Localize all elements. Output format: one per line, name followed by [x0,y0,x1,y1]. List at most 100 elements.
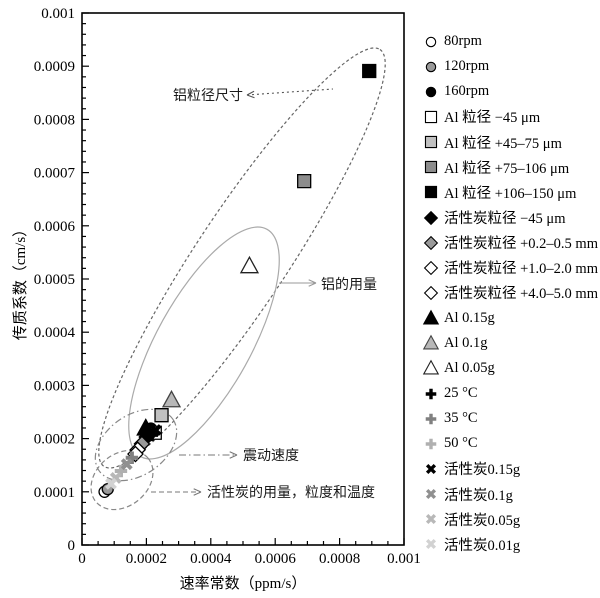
x-axis-tick-label: 0.001 [387,551,421,567]
annotation-arrowhead [246,90,255,96]
legend-item-label: Al 粒径 +106–150 μm [444,185,577,202]
legend-item-label: 活性炭0.01g [444,537,521,554]
legend-item: 活性炭0.15g [421,456,600,481]
legend-item: Al 粒径 +75–106 μm [421,155,600,180]
y-axis-tick-label: 0.0006 [34,219,76,235]
legend-item: 80rpm [421,29,600,54]
data-point [239,255,260,274]
legend-item: Al 粒径 +106–150 μm [421,180,600,205]
annotation-label: 震动速度 [243,448,299,464]
data-point [149,424,162,437]
legend-marker-icon [422,334,440,350]
y-axis-tick-label: 0 [68,538,76,554]
y-axis-tick-label: 0.0005 [34,272,75,288]
legend-item-label: Al 粒径 +75–106 μm [444,160,570,177]
legend-item: 活性炭粒径 +0.2–0.5 mm [421,230,600,255]
legend-item-label: 80rpm [444,33,482,50]
x-axis-tick-label: 0 [78,551,86,567]
annotation-arrowhead [229,451,238,456]
annotation-label: 铝的用量 [321,277,377,293]
annotation-arrowhead [308,279,317,284]
legend-item-label: Al 粒径 −45 μm [444,110,541,127]
legend-item: 活性炭粒径 −45 μm [421,205,600,230]
data-point [125,451,139,464]
legend-item-label: Al 0.1g [444,334,488,351]
legend: 80rpm 120rpm 160rpm Al 粒径 −45 μm Al 粒径 +45–7… [421,29,600,557]
legend-marker-icon [425,413,437,424]
legend-item-label: 活性炭粒径 −45 μm [444,211,566,228]
y-axis-tick-label: 0.0001 [34,485,75,501]
legend-marker-icon [425,489,437,500]
legend-marker-icon [423,260,439,275]
annotation-arrowhead [229,454,238,459]
legend-marker-icon [424,186,438,199]
legend-marker-icon [425,86,437,98]
legend-item-label: Al 0.05g [444,359,495,376]
legend-item-label: 160rpm [444,83,490,100]
legend-item: Al 0.15g [421,306,600,331]
data-point [154,408,169,423]
legend-marker-icon [425,463,437,475]
legend-marker-icon [423,235,439,250]
legend-marker-icon [424,136,438,149]
annotation-arrowhead [308,282,317,287]
legend-item: 160rpm [421,79,600,104]
y-axis-title: 传质系数（cm/s） [13,221,29,341]
data-point [120,458,133,471]
legend-marker-icon [423,285,439,301]
legend-marker-icon [422,309,440,325]
legend-item-label: 25 °C [444,385,478,402]
legend-marker-icon [425,514,437,525]
data-point [297,173,312,189]
legend-item: Al 粒径 +45–75 μm [421,130,600,155]
legend-item: 活性炭粒径 +4.0–5.0 mm [421,280,600,305]
legend-item-label: 活性炭0.15g [444,462,521,479]
legend-marker-icon [424,110,438,124]
data-point [105,477,117,490]
annotation-arrowhead [193,488,202,493]
legend-item: 活性炭0.1g [421,482,600,507]
legend-item: Al 0.1g [421,331,600,356]
annotation-arrow-line [246,88,334,96]
y-axis-tick-label: 0.0002 [34,432,75,448]
annotation-label: 活性炭的用量，粒度和温度 [207,485,375,501]
y-axis-tick-label: 0.0008 [34,112,75,128]
legend-marker-icon [424,161,438,174]
x-axis-tick-label: 0.0004 [190,551,232,567]
legend-marker-icon [422,360,440,375]
legend-item-label: 50 °C [444,435,478,452]
legend-marker-icon [425,388,437,399]
legend-marker-icon [425,36,437,47]
legend-item-label: 活性炭0.05g [444,512,521,529]
y-axis-tick-label: 0.0009 [34,59,75,75]
legend-marker-icon [425,539,437,550]
data-point [161,389,182,408]
x-axis-tick-label: 0.0008 [319,551,360,567]
legend-item-label: 120rpm [444,58,490,75]
legend-item: 活性炭0.05g [421,507,600,532]
legend-item-label: Al 粒径 +45–75 μm [444,135,562,152]
legend-item-label: 活性炭0.1g [444,487,513,504]
legend-item: 35 °C [421,406,600,431]
group-ellipse [90,449,154,511]
legend-item-label: 35 °C [444,410,478,427]
legend-item: 活性炭0.01g [421,532,600,557]
legend-item-label: 活性炭粒径 +4.0–5.0 mm [444,286,598,303]
legend-item-label: 活性炭粒径 +1.0–2.0 mm [444,261,598,278]
legend-item: 25 °C [421,381,600,406]
data-point [114,464,128,478]
legend-item: Al 粒径 −45 μm [421,104,600,129]
group-ellipse [128,226,280,460]
data-point [362,63,377,79]
annotation-label: 铝粒径尺寸 [173,88,243,104]
y-axis-tick-label: 0.001 [41,6,75,22]
legend-item: 120rpm [421,54,600,79]
legend-item: Al 0.05g [421,356,600,381]
x-axis-tick-label: 0.0002 [126,551,167,567]
legend-marker-icon [425,61,437,72]
y-axis-tick-label: 0.0007 [34,166,76,182]
x-axis-title: 速率常数（ppm/s） [179,576,307,592]
legend-item-label: Al 0.15g [444,309,495,326]
